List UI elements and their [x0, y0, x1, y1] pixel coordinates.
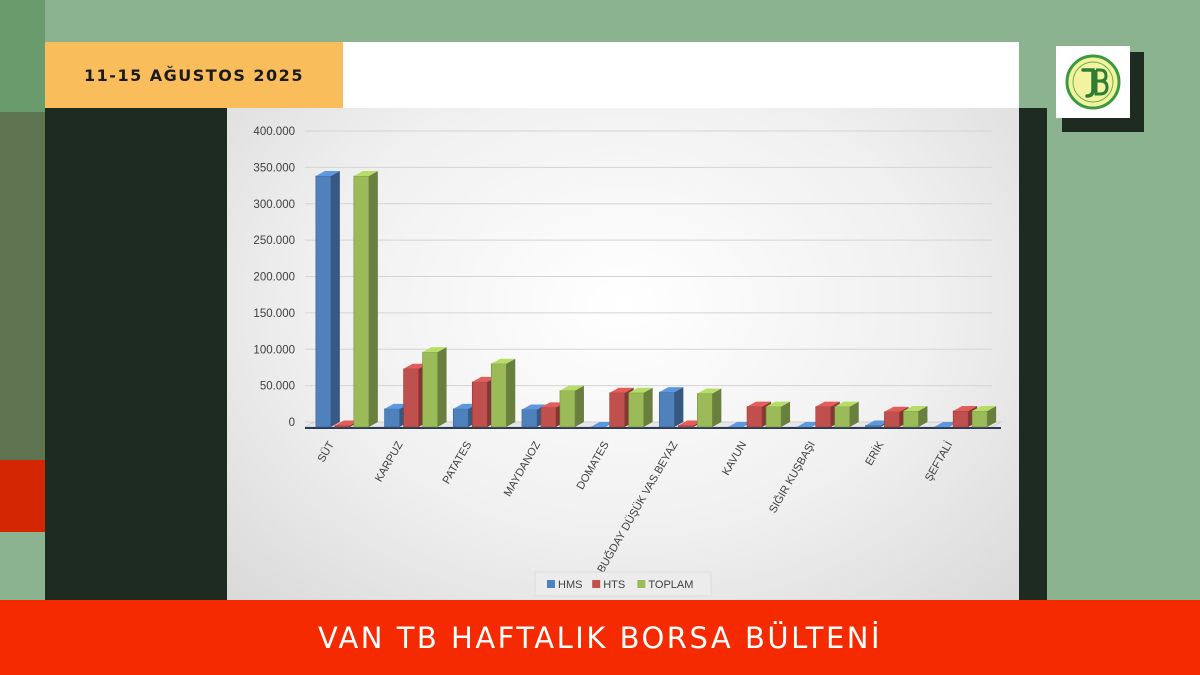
y-tick-label: 350.000 — [253, 162, 295, 174]
bar-toplam-6 — [765, 401, 791, 428]
bar-hms-9 — [933, 422, 959, 428]
bar-toplam-0 — [353, 171, 378, 428]
bar-hms-6 — [727, 422, 753, 428]
x-tick-label: BUĞDAY DÜŞÜK VAS.BEYAZ — [594, 439, 680, 575]
date-banner: 11-15 AĞUSTOS 2025 — [45, 42, 343, 108]
y-tick-label: 400.000 — [253, 126, 295, 138]
bar-toplam-5 — [697, 388, 722, 428]
x-tick-label: ERİK — [862, 438, 886, 467]
y-tick-label: 50.000 — [260, 381, 295, 393]
footer-title: VAN TB HAFTALIK BORSA BÜLTENİ — [317, 620, 883, 655]
legend-label-hts: HTS — [603, 579, 625, 591]
bar-toplam-9 — [971, 405, 997, 428]
bar-chart: 400.000 350.000 300.000 250.000 200.000 150.0… — [253, 126, 1003, 597]
x-tick-label: SIĞIR KUŞBAŞI — [766, 439, 818, 515]
y-axis-ticks: 400.000 350.000 300.000 250.000 200.000 150.0… — [253, 126, 295, 429]
x-tick-label: MAYDANOZ — [502, 439, 543, 499]
vtb-logo-icon — [1065, 54, 1121, 110]
y-tick-label: 150.000 — [253, 308, 295, 320]
legend-label-hms: HMS — [558, 579, 582, 591]
bar-toplam-8 — [903, 405, 928, 428]
bar-toplam-4 — [628, 387, 653, 428]
y-tick-label: 200.000 — [253, 272, 295, 284]
side-strip-green — [0, 0, 45, 112]
side-strip-olive — [0, 112, 45, 460]
bar-hms-0 — [315, 171, 340, 428]
side-strip-red — [0, 460, 45, 532]
y-tick-label: 300.000 — [253, 199, 295, 211]
legend: HMS HTS TOPLAM — [534, 571, 712, 597]
bar-toplam-2 — [490, 358, 516, 428]
chart-area: 400.000 350.000 300.000 250.000 200.000 150.0… — [227, 108, 1019, 600]
date-range: 11-15 AĞUSTOS 2025 — [84, 65, 304, 85]
bar-toplam-3 — [559, 385, 584, 428]
legend-swatch-toplam — [637, 580, 646, 588]
y-tick-label: 100.000 — [253, 344, 295, 356]
bar-toplam-7 — [834, 401, 859, 428]
bar-hms-7 — [796, 422, 821, 428]
x-tick-label: KAVUN — [720, 439, 749, 477]
bars — [315, 171, 997, 428]
x-tick-label: DOMATES — [575, 440, 612, 492]
legend-swatch-hms — [547, 580, 555, 588]
y-tick-label: 250.000 — [253, 235, 295, 247]
legend-label-toplam: TOPLAM — [648, 579, 693, 591]
footer-banner: VAN TB HAFTALIK BORSA BÜLTENİ — [0, 600, 1200, 675]
bar-toplam-1 — [422, 347, 447, 428]
y-tick-label: 0 — [289, 417, 295, 429]
x-tick-label: ŞEFTALİ — [922, 439, 955, 483]
legend-swatch-hts — [592, 580, 601, 588]
logo — [1056, 46, 1130, 118]
bar-hms-4 — [590, 422, 615, 428]
legend-box — [534, 571, 712, 597]
x-tick-label: PATATES — [441, 440, 475, 487]
bar-hms-5 — [659, 387, 684, 428]
x-tick-label: SÜT — [316, 439, 338, 464]
x-tick-label: KARPUZ — [373, 439, 406, 484]
